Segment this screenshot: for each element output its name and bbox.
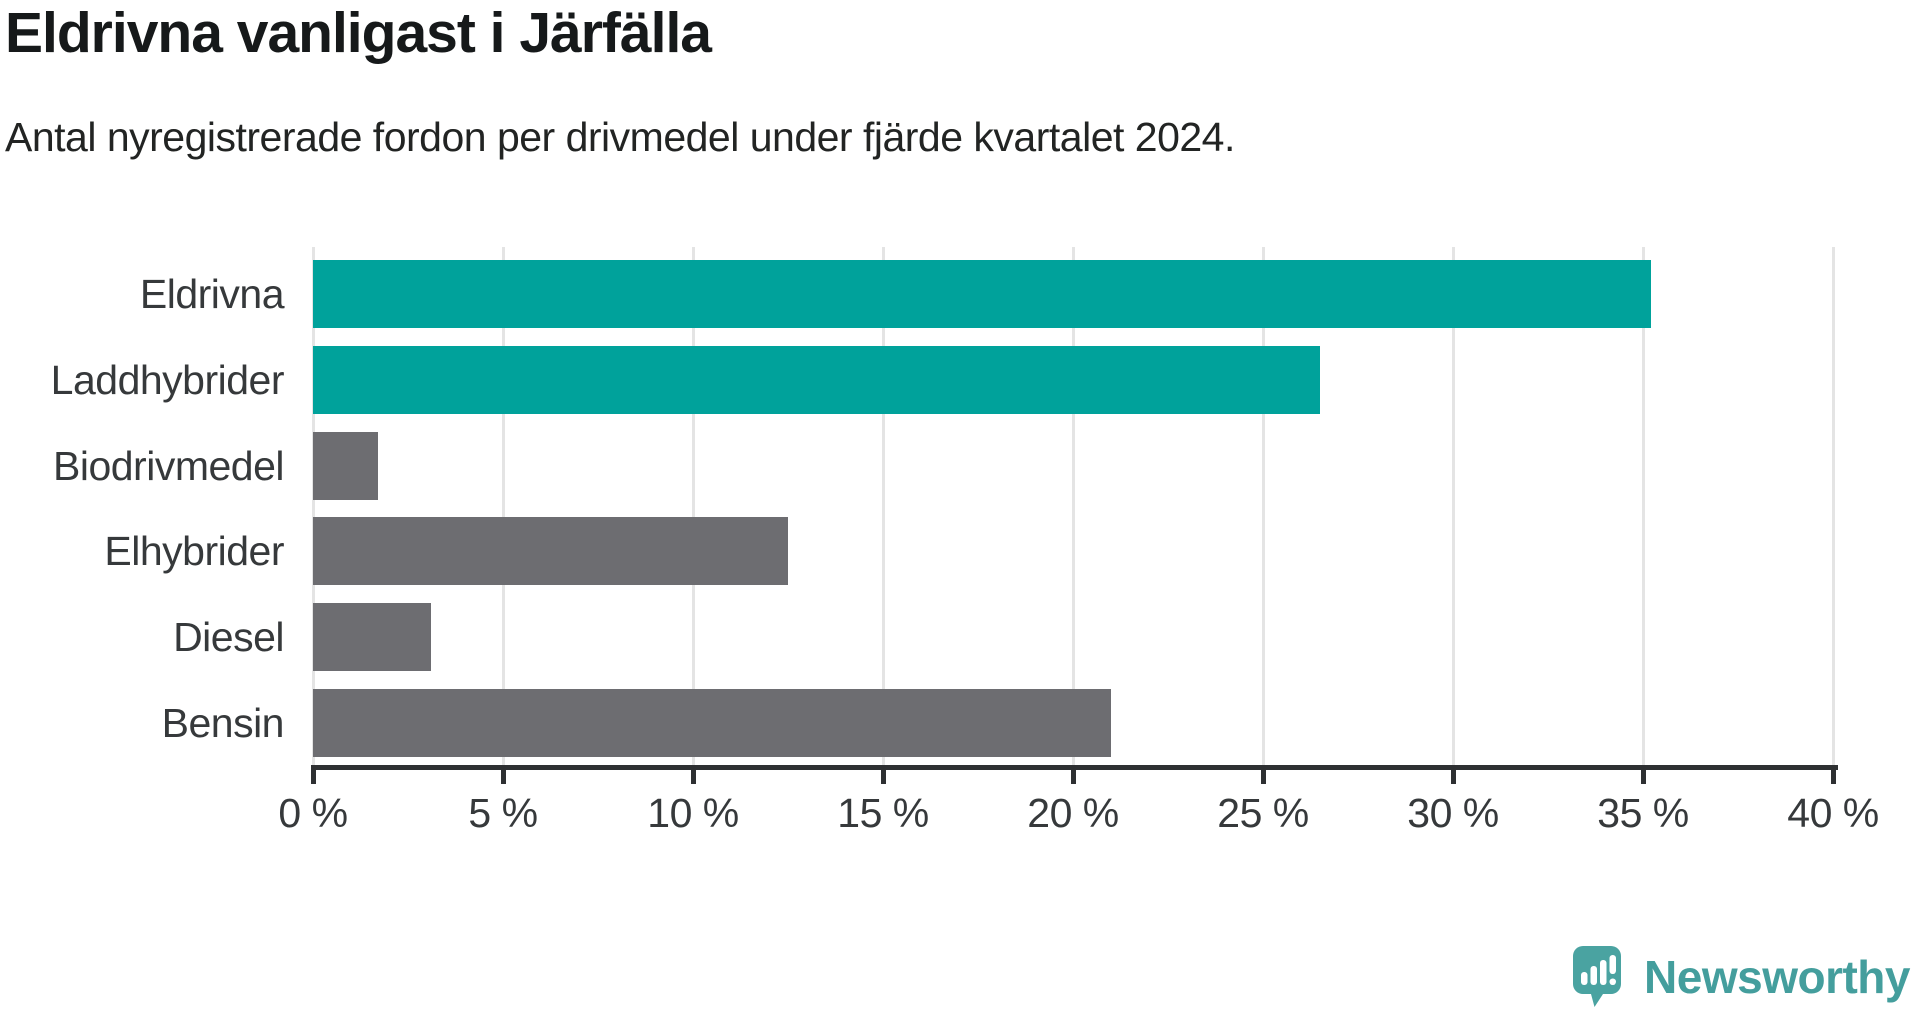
x-axis-tick-30 — [1450, 765, 1456, 784]
gridline-20 — [1071, 247, 1075, 765]
x-axis-tick-label-20: 20 % — [1027, 790, 1119, 836]
x-axis-tick-5 — [500, 765, 506, 784]
category-label-laddhybrider: Laddhybrider — [50, 356, 285, 403]
x-axis-tick-20 — [1070, 765, 1076, 784]
x-axis-tick-label-10: 10 % — [647, 790, 739, 836]
category-label-elhybrider: Elhybrider — [104, 528, 284, 575]
bar-laddhybrider — [313, 345, 1320, 414]
category-label-bensin: Bensin — [161, 700, 285, 746]
x-axis-tick-label-5: 5 % — [468, 790, 538, 836]
gridline-35 — [1641, 247, 1645, 765]
gridline-15 — [881, 247, 885, 765]
x-axis-tick-15 — [880, 765, 886, 784]
x-axis-tick-label-25: 25 % — [1217, 790, 1309, 836]
gridline-30 — [1451, 247, 1455, 765]
x-axis-tick-label-35: 35 % — [1597, 790, 1689, 836]
newsworthy-logo-text: Newsworthy — [1644, 951, 1910, 1003]
gridline-40 — [1831, 247, 1835, 765]
bar-bensin — [313, 689, 1111, 757]
category-label-eldrivna: Eldrivna — [139, 271, 285, 317]
newsworthy-logo-icon — [1573, 946, 1622, 1007]
gridline-0 — [311, 247, 315, 765]
x-axis-tick-label-15: 15 % — [837, 790, 929, 836]
x-axis-tick-25 — [1260, 765, 1266, 784]
x-axis-tick-40 — [1830, 765, 1836, 784]
bar-biodrivmedel — [313, 431, 378, 500]
x-axis-tick-35 — [1640, 765, 1646, 784]
gridline-5 — [501, 247, 505, 765]
bar-eldrivna — [313, 260, 1651, 328]
x-axis-tick-0 — [310, 765, 316, 784]
chart-title: Eldrivna vanligast i Järfälla — [5, 1, 712, 65]
newsworthy-logo: Newsworthy — [1572, 944, 1910, 1010]
x-axis-tick-label-0: 0 % — [278, 790, 348, 836]
x-axis-tick-label-30: 30 % — [1407, 790, 1499, 836]
category-label-diesel: Diesel — [173, 614, 284, 661]
x-axis-line — [311, 765, 1838, 770]
chart-subtitle: Antal nyregistrerade fordon per drivmede… — [5, 114, 1235, 160]
gridline-10 — [691, 247, 695, 765]
x-axis-tick-10 — [690, 765, 696, 784]
category-label-biodrivmedel: Biodrivmedel — [53, 442, 285, 489]
gridline-25 — [1261, 247, 1265, 765]
bar-elhybrider — [313, 517, 788, 586]
bar-diesel — [313, 603, 431, 672]
x-axis-tick-label-40: 40 % — [1787, 790, 1879, 836]
